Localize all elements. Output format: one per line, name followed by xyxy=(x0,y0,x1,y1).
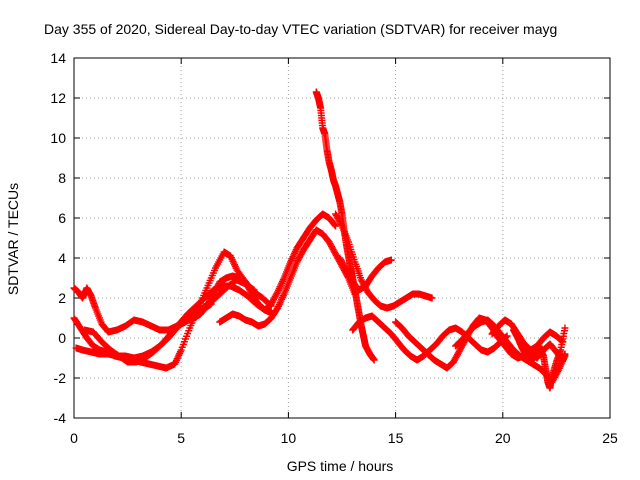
y-tick-label: 6 xyxy=(58,210,66,226)
x-tick-label: 15 xyxy=(388,430,404,446)
x-axis-label: GPS time / hours xyxy=(287,458,394,474)
y-tick-label: 12 xyxy=(50,90,66,106)
y-tick-labels: -4 -2 0 2 4 6 8 10 12 14 xyxy=(50,50,66,426)
series-trace-5 xyxy=(190,210,340,322)
x-tick-label: 10 xyxy=(281,430,297,446)
data-point xyxy=(428,294,436,302)
y-tick-label: 14 xyxy=(50,50,66,66)
x-tick-label: 20 xyxy=(495,430,511,446)
chart-title: Day 355 of 2020, Sidereal Day-to-day VTE… xyxy=(44,21,557,37)
y-tick-label: -2 xyxy=(54,370,67,386)
y-tick-label: -4 xyxy=(54,410,67,426)
data-series xyxy=(70,88,569,392)
data-point xyxy=(561,324,569,332)
y-tick-label: 4 xyxy=(58,250,66,266)
y-tick-label: 0 xyxy=(58,330,66,346)
y-tick-label: 8 xyxy=(58,170,66,186)
x-tick-label: 25 xyxy=(602,430,618,446)
y-tick-label: 2 xyxy=(58,290,66,306)
data-point xyxy=(337,221,345,228)
data-point xyxy=(561,350,569,358)
series-trace-9 xyxy=(336,254,395,294)
series-trace-15 xyxy=(520,340,569,364)
data-point xyxy=(332,222,340,230)
x-tick-labels: 0 5 10 15 20 25 xyxy=(70,430,618,446)
data-point xyxy=(387,256,395,264)
x-tick-label: 0 xyxy=(70,430,78,446)
y-tick-label: 10 xyxy=(50,130,66,146)
data-point xyxy=(331,221,339,229)
y-axis-label: SDTVAR / TECUs xyxy=(5,183,21,295)
x-tick-label: 5 xyxy=(177,430,185,446)
data-point xyxy=(370,356,378,364)
plot-frame xyxy=(73,57,611,419)
series-trace-7 xyxy=(312,88,378,364)
data-point xyxy=(273,290,281,297)
